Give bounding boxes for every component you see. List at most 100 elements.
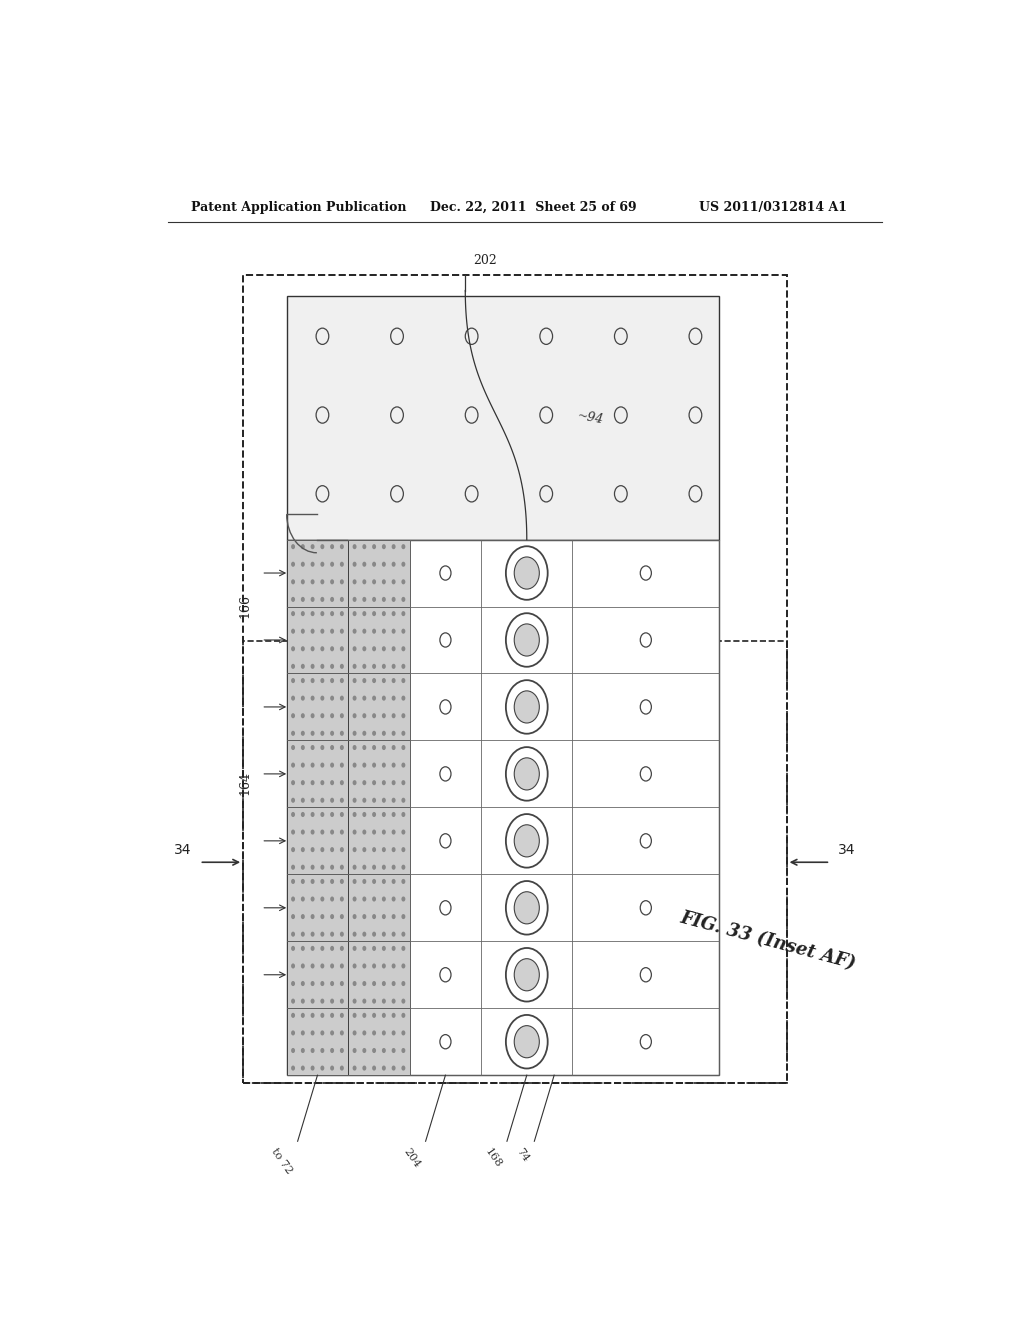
Circle shape bbox=[382, 579, 386, 585]
Circle shape bbox=[340, 932, 344, 937]
Circle shape bbox=[352, 664, 356, 669]
Circle shape bbox=[391, 879, 395, 884]
Circle shape bbox=[352, 744, 356, 750]
Circle shape bbox=[310, 913, 314, 919]
Circle shape bbox=[391, 763, 395, 768]
Circle shape bbox=[382, 847, 386, 853]
Circle shape bbox=[362, 664, 367, 669]
Circle shape bbox=[321, 896, 325, 902]
Circle shape bbox=[291, 628, 295, 634]
Circle shape bbox=[401, 847, 406, 853]
Circle shape bbox=[301, 562, 305, 566]
Circle shape bbox=[514, 892, 540, 924]
Circle shape bbox=[382, 932, 386, 937]
Circle shape bbox=[352, 628, 356, 634]
Circle shape bbox=[514, 690, 540, 723]
Circle shape bbox=[321, 579, 325, 585]
Circle shape bbox=[340, 1031, 344, 1035]
Bar bbox=[348, 673, 410, 741]
Circle shape bbox=[372, 879, 376, 884]
Circle shape bbox=[372, 913, 376, 919]
Circle shape bbox=[362, 797, 367, 803]
Circle shape bbox=[340, 879, 344, 884]
Circle shape bbox=[330, 964, 334, 969]
Circle shape bbox=[301, 1048, 305, 1053]
Circle shape bbox=[330, 763, 334, 768]
Circle shape bbox=[372, 1065, 376, 1071]
Circle shape bbox=[352, 797, 356, 803]
Circle shape bbox=[340, 731, 344, 735]
Text: 168: 168 bbox=[482, 1146, 503, 1170]
Circle shape bbox=[301, 544, 305, 549]
Bar bbox=[287, 540, 719, 1076]
Circle shape bbox=[514, 758, 540, 789]
Circle shape bbox=[321, 879, 325, 884]
Circle shape bbox=[330, 780, 334, 785]
Bar bbox=[287, 673, 348, 741]
Circle shape bbox=[301, 946, 305, 950]
Circle shape bbox=[310, 847, 314, 853]
Circle shape bbox=[330, 579, 334, 585]
Bar bbox=[243, 276, 786, 1084]
Circle shape bbox=[291, 896, 295, 902]
Bar bbox=[348, 874, 410, 941]
Circle shape bbox=[382, 999, 386, 1003]
Circle shape bbox=[372, 780, 376, 785]
Circle shape bbox=[340, 664, 344, 669]
Circle shape bbox=[291, 946, 295, 950]
Circle shape bbox=[321, 999, 325, 1003]
Circle shape bbox=[382, 544, 386, 549]
Circle shape bbox=[401, 579, 406, 585]
Circle shape bbox=[321, 1012, 325, 1018]
Circle shape bbox=[514, 557, 540, 589]
Circle shape bbox=[362, 628, 367, 634]
Circle shape bbox=[321, 946, 325, 950]
Circle shape bbox=[301, 647, 305, 651]
Circle shape bbox=[352, 713, 356, 718]
Circle shape bbox=[372, 1012, 376, 1018]
Circle shape bbox=[372, 664, 376, 669]
Circle shape bbox=[321, 932, 325, 937]
Circle shape bbox=[372, 579, 376, 585]
Circle shape bbox=[330, 544, 334, 549]
Circle shape bbox=[391, 797, 395, 803]
Circle shape bbox=[291, 562, 295, 566]
Circle shape bbox=[401, 829, 406, 834]
Circle shape bbox=[321, 829, 325, 834]
Circle shape bbox=[310, 544, 314, 549]
Circle shape bbox=[301, 981, 305, 986]
Circle shape bbox=[310, 763, 314, 768]
Circle shape bbox=[291, 664, 295, 669]
Circle shape bbox=[321, 544, 325, 549]
Circle shape bbox=[321, 562, 325, 566]
Circle shape bbox=[362, 647, 367, 651]
Circle shape bbox=[310, 1065, 314, 1071]
Bar bbox=[287, 808, 348, 874]
Circle shape bbox=[340, 696, 344, 701]
Circle shape bbox=[291, 763, 295, 768]
Circle shape bbox=[362, 932, 367, 937]
Circle shape bbox=[321, 664, 325, 669]
Circle shape bbox=[352, 544, 356, 549]
Circle shape bbox=[401, 744, 406, 750]
Circle shape bbox=[362, 731, 367, 735]
Circle shape bbox=[301, 999, 305, 1003]
Circle shape bbox=[382, 829, 386, 834]
Circle shape bbox=[291, 1048, 295, 1053]
Circle shape bbox=[340, 865, 344, 870]
Circle shape bbox=[362, 896, 367, 902]
Circle shape bbox=[514, 1026, 540, 1057]
Circle shape bbox=[391, 932, 395, 937]
Circle shape bbox=[382, 678, 386, 684]
Circle shape bbox=[310, 812, 314, 817]
Circle shape bbox=[330, 829, 334, 834]
Circle shape bbox=[330, 1031, 334, 1035]
Circle shape bbox=[401, 879, 406, 884]
Circle shape bbox=[310, 611, 314, 616]
Circle shape bbox=[382, 1012, 386, 1018]
Circle shape bbox=[310, 865, 314, 870]
Circle shape bbox=[340, 964, 344, 969]
Circle shape bbox=[362, 829, 367, 834]
Bar bbox=[287, 741, 348, 808]
Circle shape bbox=[391, 744, 395, 750]
